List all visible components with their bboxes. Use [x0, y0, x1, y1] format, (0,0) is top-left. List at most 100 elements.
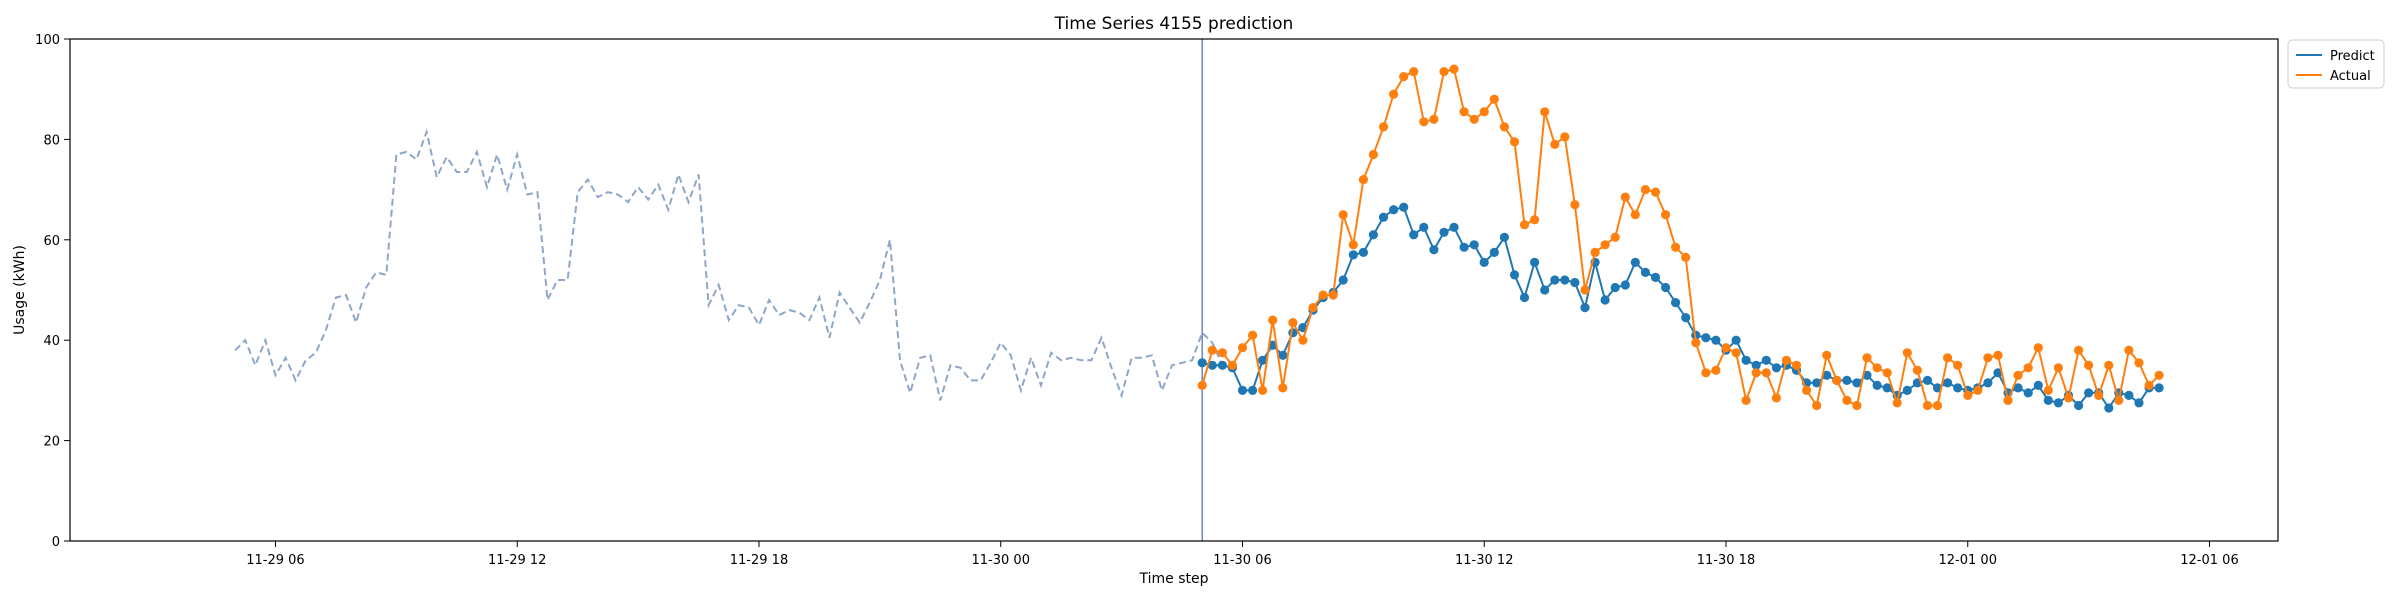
- actual-data-point: [1318, 290, 1328, 300]
- actual-data-point: [1610, 232, 1620, 242]
- actual-data-point: [1701, 368, 1711, 378]
- predict-data-point: [1681, 313, 1691, 323]
- predict-data-point: [1711, 335, 1721, 345]
- legend: Predict Actual: [2287, 39, 2385, 89]
- x-tick-label: 11-29 18: [730, 553, 788, 568]
- plot-area: 0 20 40 60 80 100 11-29 06 11-29 12 11-29 18 11-3…: [35, 33, 2279, 568]
- predict-data-point: [1661, 282, 1671, 293]
- actual-data-point: [1489, 94, 1499, 104]
- actual-data-point: [1348, 240, 1358, 250]
- predict-data-point: [1368, 230, 1378, 240]
- predict-data-point: [1600, 295, 1610, 305]
- y-tick-label: 0: [52, 535, 60, 550]
- actual-data-point: [2023, 363, 2033, 373]
- actual-data-point: [2084, 360, 2094, 370]
- y-tick-label: 40: [43, 334, 60, 349]
- actual-data-point: [1419, 117, 1429, 127]
- predict-data-point: [1248, 385, 1258, 395]
- actual-data-point: [1620, 192, 1630, 202]
- actual-data-point: [1580, 285, 1590, 295]
- predict-data-point: [1258, 355, 1268, 365]
- x-tick-label: 11-30 00: [972, 553, 1030, 568]
- predict-data-point: [2104, 403, 2114, 413]
- actual-data-point: [1227, 360, 1237, 370]
- predict-data-point: [1993, 368, 2003, 378]
- actual-data-point: [1308, 303, 1318, 313]
- actual-data-point: [1217, 348, 1227, 358]
- actual-data-point: [1640, 185, 1650, 195]
- predict-data-point: [1650, 272, 1661, 282]
- actual-data-point: [1630, 210, 1640, 220]
- actual-data-point: [1358, 175, 1368, 185]
- predict-data-point: [1540, 285, 1550, 295]
- actual-data-point: [1399, 72, 1409, 82]
- predict-data-point: [2023, 388, 2033, 398]
- actual-data-point: [1197, 380, 1207, 390]
- predict-data-point: [1822, 370, 1832, 380]
- y-tick-label: 20: [43, 435, 60, 450]
- actual-data-point: [1983, 353, 1993, 363]
- actual-data-point: [1439, 67, 1449, 77]
- predict-data-point: [1812, 378, 1822, 388]
- actual-data-point: [2104, 360, 2114, 370]
- actual-data-point: [2144, 380, 2154, 390]
- actual-data-point: [1711, 365, 1721, 375]
- y-tick-label: 80: [43, 133, 60, 148]
- predict-data-point: [2053, 398, 2063, 408]
- predict-data-point: [2033, 380, 2043, 390]
- predict-data-point: [1852, 378, 1862, 388]
- predict-data-point: [1902, 385, 1912, 395]
- actual-data-point: [1509, 137, 1520, 147]
- actual-data-point: [2033, 343, 2043, 353]
- actual-data-point: [1237, 343, 1248, 353]
- predict-data-point: [2154, 383, 2164, 393]
- actual-data-point: [1973, 385, 1983, 395]
- predict-data-point: [1237, 385, 1248, 395]
- actual-data-point: [1862, 353, 1872, 363]
- actual-data-point: [1781, 355, 1791, 365]
- actual-data-point: [1650, 187, 1661, 197]
- actual-data-point: [1943, 353, 1953, 363]
- actual-data-point: [2074, 345, 2084, 355]
- predict-data-point: [2124, 390, 2134, 400]
- actual-data-point: [1298, 335, 1308, 345]
- actual-data-point: [1389, 89, 1399, 99]
- predict-data-point: [1751, 360, 1761, 370]
- actual-data-point: [1268, 315, 1278, 325]
- plot-frame: [69, 38, 2279, 542]
- y-tick-label: 100: [35, 33, 60, 48]
- actual-data-point: [1671, 242, 1681, 252]
- actual-data-point: [1691, 338, 1701, 348]
- actual-data-point: [1953, 360, 1963, 370]
- predict-data-point: [2134, 398, 2144, 408]
- x-tick-label: 12-01 00: [1939, 553, 1997, 568]
- actual-data-point: [1872, 363, 1882, 373]
- actual-data-point: [2094, 390, 2104, 400]
- actual-data-point: [1560, 132, 1570, 142]
- actual-data-point: [2063, 393, 2074, 403]
- predict-data-point: [1530, 257, 1540, 267]
- actual-data-point: [1912, 365, 1922, 375]
- predict-data-point: [1620, 280, 1630, 290]
- actual-data-point: [1590, 247, 1600, 257]
- predict-data-point: [1459, 242, 1469, 252]
- actual-data-point: [1479, 107, 1489, 117]
- actual-data-point: [1429, 114, 1439, 124]
- x-axis-label: Time step: [1139, 571, 1209, 587]
- predict-data-point: [1560, 275, 1570, 285]
- actual-data-point: [2003, 395, 2013, 405]
- predict-data-point: [1731, 335, 1741, 345]
- actual-data-point: [1731, 348, 1741, 358]
- predict-data-point: [1771, 363, 1781, 373]
- actual-data-point: [1681, 252, 1691, 262]
- x-tick-label: 11-30 06: [1213, 553, 1271, 568]
- actual-data-point: [1932, 400, 1943, 411]
- y-tick-label: 60: [43, 234, 60, 249]
- actual-data-point: [1207, 345, 1217, 355]
- predict-data-point: [1409, 230, 1419, 240]
- predict-data-point: [1610, 282, 1620, 293]
- predict-data-point: [1570, 277, 1580, 288]
- actual-data-point: [1449, 64, 1459, 74]
